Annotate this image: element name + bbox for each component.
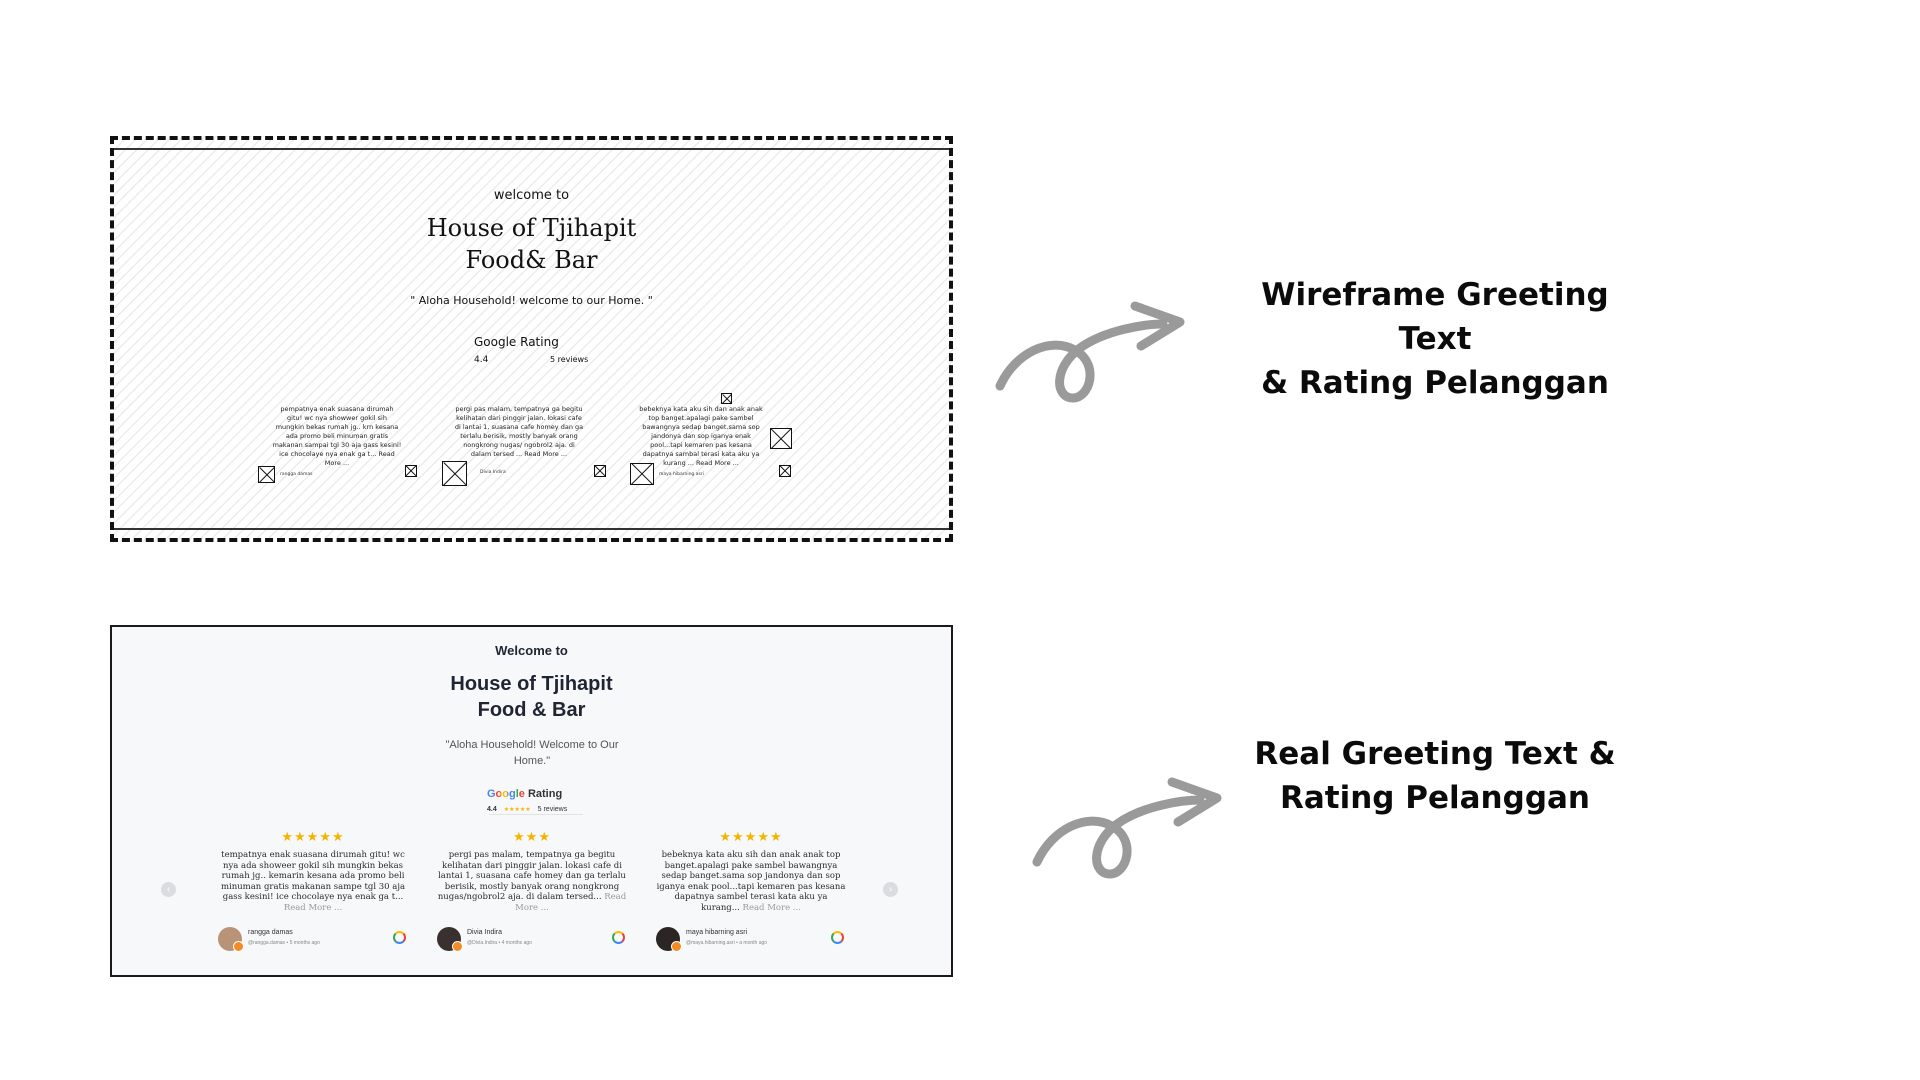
- real-panel: Welcome to House of Tjihapit Food & Bar …: [110, 625, 953, 977]
- author-name: Divia Indira: [467, 929, 503, 936]
- wireframe-rating-count: 5 reviews: [550, 355, 589, 364]
- wireframe-review-author: maya hibarning asri: [659, 472, 704, 477]
- wireframe-google-placeholder-icon: [405, 465, 417, 477]
- wireframe-footer-rule: [114, 528, 949, 530]
- wireframe-review-author: rangga damas: [280, 472, 313, 477]
- rating-value: 4.4: [487, 806, 497, 813]
- wireframe-header-rule: [114, 148, 949, 150]
- real-caption: Real Greeting Text & Rating Pelanggan: [1225, 732, 1645, 820]
- google-logo-text: Google: [487, 788, 528, 800]
- wireframe-caption-line2: & Rating Pelanggan: [1261, 365, 1609, 401]
- review-text: bebeknya kata aku sih dan anak anak top …: [656, 850, 846, 913]
- wireframe-caption-line1: Wireframe Greeting Text: [1261, 277, 1609, 357]
- wireframe-review-text: pergi pas malam, tempatnya ga begitu kel…: [454, 405, 584, 458]
- local-guide-badge-icon: [233, 941, 244, 952]
- wireframe-panel: welcome to House of Tjihapit Food& Bar "…: [110, 136, 953, 542]
- page-title-line1: House of Tjihapit: [450, 673, 613, 695]
- wireframe-google-placeholder-icon: [779, 465, 791, 477]
- wireframe-rating-label: Google Rating: [474, 335, 559, 349]
- wireframe-google-placeholder-icon: [594, 465, 606, 477]
- google-g-icon: [393, 931, 406, 944]
- page-title: House of Tjihapit Food & Bar: [112, 671, 951, 723]
- wireframe-avatar-placeholder-icon: [442, 461, 467, 486]
- wireframe-title-line2: Food& Bar: [465, 246, 598, 274]
- author-name: rangga damas: [248, 929, 293, 936]
- wireframe-caption: Wireframe Greeting Text & Rating Pelangg…: [1225, 273, 1645, 405]
- rating-stars-icon: ★★★★★: [503, 807, 531, 813]
- review-text: tempatnya enak suasana dirumah gitu! wc …: [218, 850, 408, 913]
- welcome-text: Welcome to: [495, 643, 568, 658]
- wireframe-review-author: Divia Indira: [480, 470, 506, 475]
- read-more-link[interactable]: Read More ...: [283, 902, 343, 913]
- review-author: rangga damas @rangga.damas • 5 months ag…: [218, 927, 408, 953]
- rating-label: Rating: [527, 788, 563, 800]
- review-card[interactable]: ★★★★★ bebeknya kata aku sih dan anak ana…: [656, 829, 846, 953]
- review-stars-icon: ★★★: [513, 829, 551, 844]
- avatar: [218, 927, 244, 952]
- read-more-link[interactable]: Read More ...: [515, 892, 627, 913]
- review-stars-icon: ★★★★★: [281, 829, 345, 844]
- google-g-icon: [612, 931, 625, 944]
- real-caption-line1: Real Greeting Text &: [1254, 736, 1616, 772]
- author-meta: @maya.hibarning.asri • a month ago: [686, 940, 768, 946]
- review-card[interactable]: ★★★ pergi pas malam, tempatnya ga begitu…: [437, 829, 627, 953]
- curly-arrow-icon: [1032, 777, 1222, 879]
- review-card[interactable]: ★★★★★ tempatnya enak suasana dirumah git…: [218, 829, 408, 953]
- carousel-next-button[interactable]: ›: [883, 882, 898, 897]
- wireframe-welcome-text: welcome to: [493, 188, 570, 203]
- review-body: tempatnya enak suasana dirumah gitu! wc …: [220, 850, 406, 902]
- local-guide-badge-icon: [452, 941, 463, 952]
- carousel-prev-button[interactable]: ‹: [161, 882, 176, 897]
- google-logo-letters: Google: [487, 788, 525, 800]
- page-title-line2: Food & Bar: [477, 699, 586, 721]
- wireframe-review-text: pempatnya enak suasana dirumah gitu! wc …: [272, 405, 402, 467]
- review-author: Divia Indira @Divia.Indira • 4 months ag…: [437, 927, 627, 953]
- review-author: maya hibarning asri @maya.hibarning.asri…: [656, 927, 846, 953]
- wireframe-quote: " Aloha Household! welcome to our Home. …: [410, 294, 653, 307]
- wireframe-review-text: bebeknya kata aku sih dan anak anak top …: [639, 405, 763, 467]
- avatar: [437, 927, 463, 952]
- read-more-link[interactable]: Read More ...: [742, 902, 801, 913]
- local-guide-badge-icon: [671, 941, 682, 952]
- wireframe-avatar-placeholder-icon: [630, 463, 654, 485]
- review-stars-icon: ★★★★★: [719, 829, 783, 844]
- wireframe-rating-value: 4.4: [474, 355, 489, 365]
- author-meta: @Divia.Indira • 4 months ago: [467, 940, 532, 946]
- wireframe-avatar-placeholder-icon: [258, 466, 275, 483]
- google-rating-summary[interactable]: Google Rating 4.4 ★★★★★ 5 reviews: [487, 784, 587, 813]
- review-body: bebeknya kata aku sih dan anak anak top …: [656, 850, 846, 913]
- wireframe-star-placeholder-icon: [721, 393, 732, 404]
- google-g-icon: [831, 931, 844, 944]
- author-meta: @rangga.damas • 5 months ago: [248, 940, 320, 946]
- avatar: [656, 927, 682, 952]
- wireframe-title-line1: House of Tjihapit: [426, 214, 637, 242]
- wireframe-next-placeholder-icon: [770, 428, 792, 449]
- author-name: maya hibarning asri: [686, 929, 748, 936]
- wireframe-title: House of Tjihapit Food& Bar: [114, 212, 949, 276]
- review-body: pergi pas malam, tempatnya ga begitu kel…: [437, 850, 626, 902]
- real-caption-line2: Rating Pelanggan: [1279, 780, 1590, 816]
- review-text: pergi pas malam, tempatnya ga begitu kel…: [437, 850, 627, 913]
- greeting-quote: "Aloha Household! Welcome to Our Home.": [445, 739, 619, 767]
- rating-count: 5 reviews: [537, 806, 568, 813]
- curly-arrow-icon: [995, 301, 1185, 403]
- rating-divider: [489, 814, 583, 815]
